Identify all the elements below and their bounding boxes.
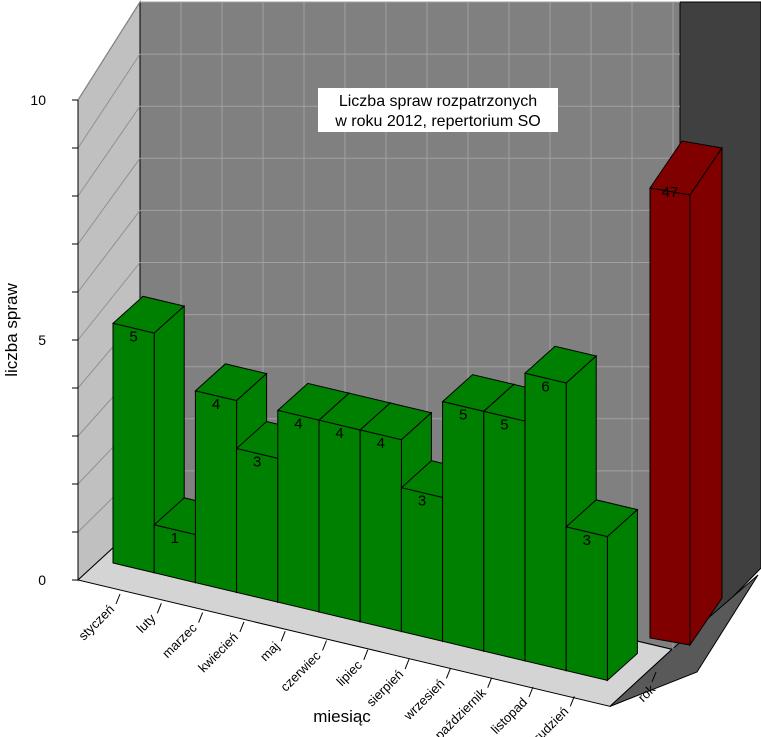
bar	[277, 409, 320, 613]
grid-line-side	[77, 1, 141, 101]
bar-value-label: 4	[212, 396, 220, 413]
y-tick-label: 0	[38, 572, 46, 588]
grid-line-side	[77, 105, 141, 197]
bar	[524, 372, 567, 672]
title-line-2: w roku 2012, repertorium SO	[334, 113, 540, 130]
x-tick	[363, 649, 369, 660]
bar-value-label: 4	[294, 415, 302, 432]
x-tick-label: lipiec	[333, 657, 365, 689]
x-tick-label: sierpień	[363, 667, 406, 710]
grid-line-side	[77, 53, 141, 149]
x-tick-label: luty	[134, 610, 159, 635]
bar	[194, 390, 238, 593]
x-tick	[404, 658, 410, 670]
x-tick	[445, 668, 451, 679]
bars-layer: 5 1 4 3 4 4 4 3 5 5 6 3 47	[111, 140, 723, 682]
bar-value-label: 6	[541, 378, 549, 395]
bar-value-label: 5	[459, 407, 467, 424]
x-tick	[156, 603, 162, 614]
x-tick-label: grudzień	[526, 704, 572, 737]
x-tick	[115, 593, 121, 605]
total-bar-side	[689, 146, 723, 647]
x-tick-total	[651, 671, 657, 683]
x-tick	[569, 696, 575, 707]
y-tick-label: 5	[38, 332, 46, 348]
chart-title: Liczba spraw rozpatrzonych w roku 2012, …	[318, 88, 558, 132]
bar-group: 3	[565, 499, 639, 682]
bar-value-label: 4	[335, 425, 343, 442]
x-axis-label: miesiąc	[313, 707, 371, 726]
x-tick	[280, 631, 286, 642]
bar	[359, 429, 402, 633]
total-bar-value-label: 47	[662, 184, 679, 201]
grid-line-side	[77, 210, 141, 293]
x-tick-label: czerwiec	[277, 648, 324, 695]
bar-value-label: 5	[129, 328, 137, 345]
x-tick-label: listopad	[488, 695, 530, 737]
grid-line-side	[77, 262, 141, 341]
x-tick	[487, 677, 493, 688]
y-axis-label: liczba spraw	[2, 283, 21, 377]
y-tick-label: 10	[30, 92, 46, 108]
bar	[400, 487, 444, 642]
x-tick-label: wrzesień	[400, 676, 448, 724]
bar-value-label: 5	[500, 416, 508, 433]
x-tick	[528, 686, 534, 698]
x-tick	[198, 612, 204, 623]
title-background	[318, 88, 558, 132]
bar-value-label: 3	[418, 493, 426, 510]
bar	[112, 322, 155, 574]
bar	[442, 400, 485, 652]
bar-side	[606, 508, 638, 682]
bar-value-label: 3	[253, 454, 261, 471]
bar	[236, 447, 279, 603]
title-line-1: Liczba spraw rozpatrzonych	[339, 93, 537, 110]
x-tick	[322, 640, 327, 651]
x-tick-label: marzec	[159, 620, 200, 661]
bar	[318, 419, 361, 623]
bar-value-label: 1	[171, 530, 179, 547]
x-tick-label: maj	[257, 639, 282, 664]
bar	[565, 526, 608, 682]
total-bar-group: 47	[649, 140, 723, 647]
bar-value-label: 3	[583, 532, 591, 549]
bar-group: 4	[194, 363, 268, 594]
x-tick-label: styczeń	[75, 602, 117, 644]
bar-value-label: 4	[377, 435, 385, 452]
x-tick-label: kwiecień	[195, 629, 241, 675]
x-tick	[239, 621, 245, 633]
grid-line-side	[77, 158, 141, 245]
bar	[483, 410, 526, 662]
total-bar	[649, 187, 691, 646]
